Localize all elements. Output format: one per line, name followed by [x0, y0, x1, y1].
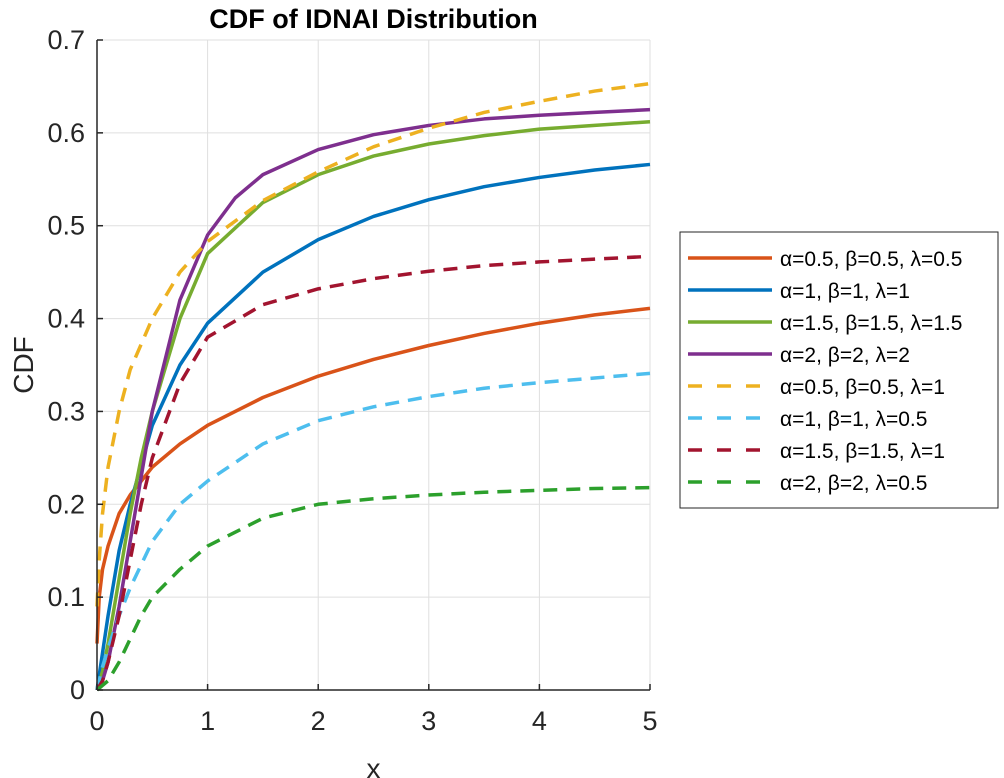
series-line-5 [95, 81, 651, 607]
legend-label: α=1.5, β=1.5, λ=1 [780, 440, 945, 463]
series-line-1 [95, 306, 651, 644]
y-tick-label: 0.6 [47, 118, 85, 148]
legend-label: α=2, β=2, λ=2 [780, 344, 910, 367]
legend-label: α=0.5, β=0.5, λ=1 [780, 376, 945, 399]
legend-box [679, 231, 999, 509]
legend-label: α=1.5, β=1.5, λ=1.5 [780, 312, 962, 335]
x-axis-label: x [367, 753, 381, 778]
x-tick-label: 1 [200, 706, 215, 736]
x-tick-label: 0 [89, 706, 104, 736]
chart-title: CDF of IDNAI Distribution [209, 4, 537, 34]
series-line-8 [95, 485, 651, 692]
legend-label: α=1, β=1, λ=0.5 [780, 408, 927, 431]
tick-labels: 0 1 2 3 4 5 0 0.1 0.2 0.3 0.4 0.5 0.6 0.7 [47, 25, 657, 736]
legend-label: α=1, β=1, λ=1 [780, 280, 910, 303]
series-line-2 [95, 162, 651, 691]
y-tick-label: 0.1 [47, 582, 85, 612]
y-tick-label: 0.5 [47, 211, 85, 241]
x-tick-label: 5 [642, 706, 657, 736]
y-tick-label: 0.2 [47, 489, 85, 519]
series-line-6 [95, 371, 651, 691]
x-tick-label: 4 [532, 706, 547, 736]
x-tick-label: 2 [311, 706, 326, 736]
series-lines [95, 81, 651, 692]
legend: α=0.5, β=0.5, λ=0.5 α=1, β=1, λ=1 α=1.5, β… [679, 231, 999, 509]
legend-label: α=2, β=2, λ=0.5 [780, 472, 927, 495]
y-tick-label: 0.4 [47, 304, 85, 334]
legend-label: α=0.5, β=0.5, λ=0.5 [780, 248, 962, 271]
axes [96, 39, 651, 691]
y-tick-label: 0.7 [47, 25, 85, 55]
y-tick-label: 0.3 [47, 396, 85, 426]
y-axis-label: CDF [8, 336, 39, 394]
series-line-7 [95, 254, 651, 691]
y-tick-label: 0 [70, 675, 85, 705]
series-line-3 [95, 119, 651, 691]
x-tick-label: 3 [421, 706, 436, 736]
